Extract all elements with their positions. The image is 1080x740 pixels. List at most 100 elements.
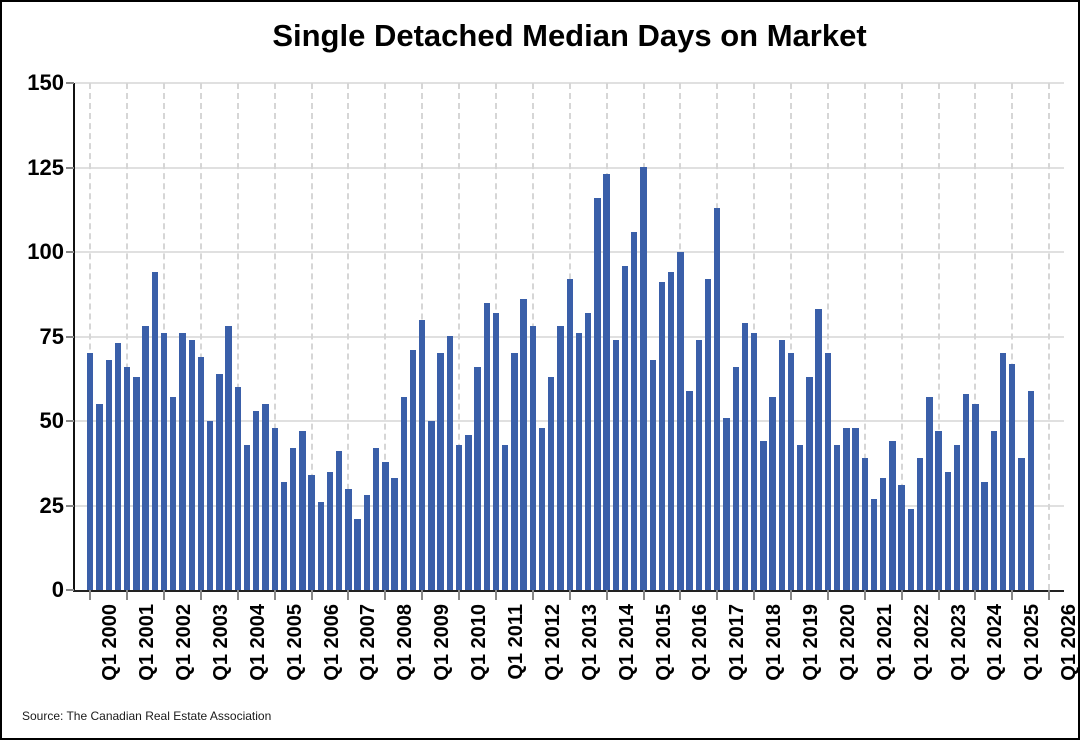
x-tick [937, 590, 940, 600]
x-tick-label: Q1 2008 [394, 604, 417, 681]
x-tick-label: Q1 2019 [800, 604, 823, 681]
bar [649, 360, 656, 590]
x-tick-label: Q1 2023 [947, 604, 970, 681]
x-tick [1048, 590, 1051, 600]
bar [151, 272, 159, 590]
bar [584, 313, 592, 590]
bar [382, 462, 389, 590]
v-gridline [1048, 83, 1051, 590]
bar [455, 445, 463, 590]
bar [474, 367, 481, 590]
bar [262, 404, 269, 590]
y-tick [66, 420, 74, 422]
v-gridline [236, 83, 239, 590]
bar [926, 397, 933, 590]
x-tick [236, 590, 239, 600]
bar [907, 509, 915, 590]
bar [87, 353, 94, 590]
bar [999, 353, 1007, 590]
bar [916, 458, 924, 590]
x-tick-label: Q1 2005 [283, 604, 306, 681]
bar [953, 445, 961, 590]
bar [465, 435, 472, 590]
bar [686, 391, 693, 590]
bar [216, 374, 223, 590]
x-tick [1011, 590, 1014, 600]
bar [575, 333, 583, 590]
bar [419, 320, 426, 590]
bar [723, 418, 730, 590]
x-tick [900, 590, 903, 600]
x-tick [347, 590, 350, 600]
bar [852, 428, 859, 590]
bar [105, 360, 112, 590]
bar [409, 350, 417, 590]
bar [142, 326, 149, 590]
bar [732, 367, 739, 590]
bar [345, 489, 352, 590]
x-tick-label: Q1 2021 [873, 604, 896, 681]
bar [806, 377, 813, 590]
bar [363, 495, 371, 590]
bar [529, 326, 537, 590]
x-tick-label: Q1 2014 [615, 604, 638, 681]
bar [538, 428, 546, 590]
y-tick-label: 150 [27, 70, 64, 95]
x-tick [89, 590, 92, 600]
x-tick [826, 590, 829, 600]
bar [326, 472, 334, 590]
x-tick-label: Q1 2024 [984, 604, 1007, 681]
bar [944, 472, 951, 590]
bar [870, 499, 878, 590]
x-tick-label: Q1 2004 [246, 604, 269, 681]
x-tick-label: Q1 2017 [726, 604, 749, 681]
y-tick [66, 504, 74, 507]
bar [548, 377, 555, 590]
bar [428, 421, 435, 590]
y-axis-line [73, 83, 75, 592]
bar [114, 343, 122, 590]
bar [658, 282, 666, 590]
bar [483, 303, 490, 590]
bar [234, 387, 241, 590]
bar [520, 299, 527, 590]
bar [96, 404, 103, 590]
bar [170, 397, 177, 590]
bar [750, 333, 758, 590]
x-tick [458, 590, 461, 600]
y-tick-label: 75 [39, 323, 64, 349]
bar [446, 336, 454, 590]
bar [981, 482, 988, 590]
v-gridline [937, 83, 940, 590]
y-tick-label: 50 [39, 408, 64, 433]
plot-area [73, 82, 1064, 592]
source-caption: Source: The Canadian Real Estate Associa… [22, 709, 272, 723]
y-tick [66, 166, 74, 169]
v-gridline [458, 83, 461, 590]
bar [778, 340, 785, 590]
x-tick [310, 590, 313, 600]
bar [797, 445, 804, 590]
v-gridline [126, 83, 129, 590]
bar [594, 198, 601, 590]
y-tick [66, 335, 74, 338]
bar [492, 313, 500, 590]
x-tick [642, 590, 645, 600]
v-gridline [863, 83, 866, 590]
y-tick-label: 100 [27, 239, 64, 264]
bar [308, 475, 315, 590]
bar [889, 441, 896, 590]
bar [179, 333, 186, 590]
v-gridline [199, 83, 202, 590]
bar [769, 397, 776, 590]
bar [372, 448, 380, 590]
y-tick-label: 0 [51, 577, 64, 602]
v-gridline [1011, 83, 1014, 590]
v-gridline [310, 83, 313, 590]
x-tick-label: Q1 2012 [541, 604, 564, 681]
v-gridline [384, 83, 387, 590]
bar [354, 519, 361, 590]
bar [741, 323, 749, 590]
v-gridline [900, 83, 903, 590]
x-tick [384, 590, 387, 600]
